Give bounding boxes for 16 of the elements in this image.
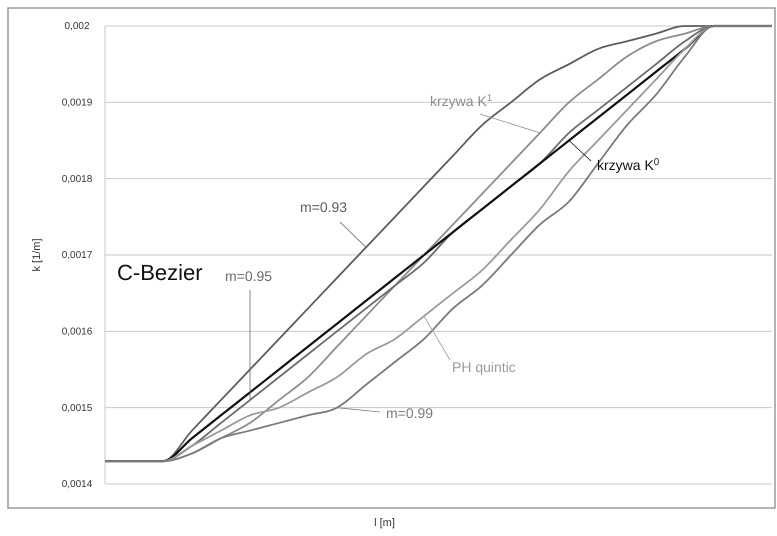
text: m=0.93 — [300, 199, 348, 215]
y-axis-title: k [1/m] — [31, 238, 43, 272]
x-axis-title: l [m] — [374, 517, 395, 529]
y-tick-label: 0,0017 — [62, 250, 93, 262]
y-tick-label: 0,0014 — [62, 479, 93, 490]
annotation: C-Bezier — [117, 260, 203, 285]
y-tick-label: 0,002 — [64, 21, 90, 32]
text: PH quintic — [452, 359, 516, 375]
text: krzywa K$^{1}$ — [430, 92, 492, 109]
y-tick-label: 0,0016 — [62, 326, 93, 338]
text: m=0.95 — [225, 268, 272, 284]
y-tick-label: 0,0018 — [62, 174, 93, 185]
text: krzywa K$^{0}$ — [597, 156, 660, 173]
legend-label: m=0.99 — [386, 405, 434, 421]
y-tick-label: 0,0015 — [62, 402, 93, 414]
y-tick-label: 0,0019 — [62, 98, 93, 109]
